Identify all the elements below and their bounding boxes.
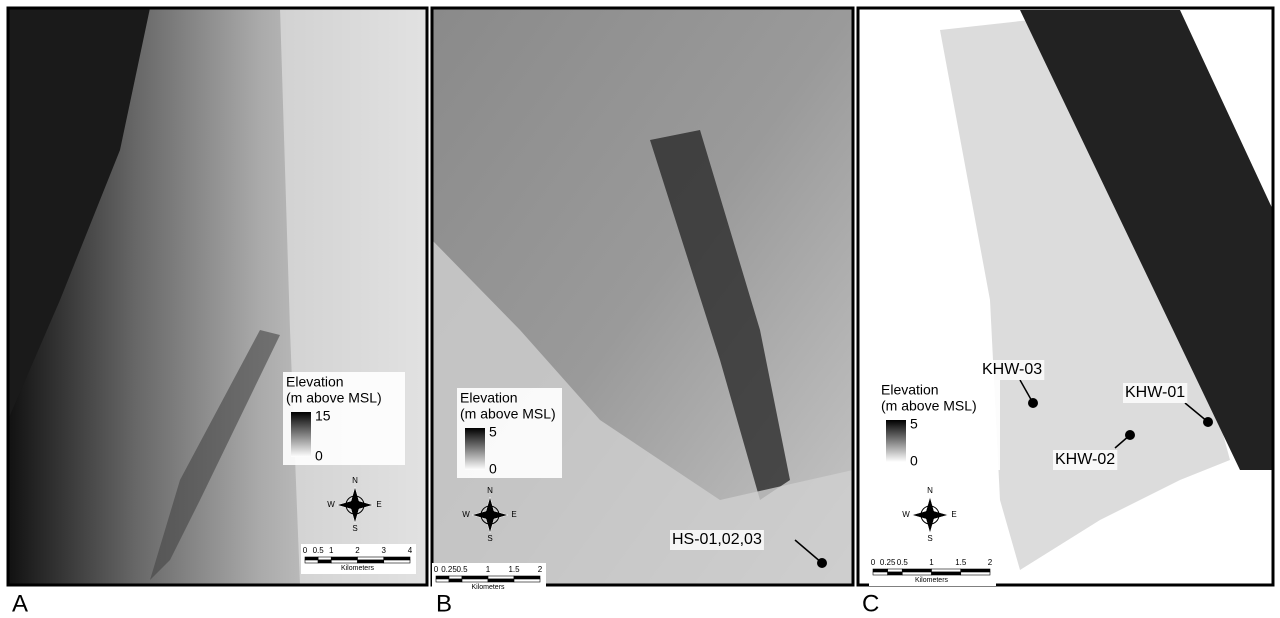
compass-e: E xyxy=(511,510,516,519)
scale-segment xyxy=(358,560,384,563)
scale-segment xyxy=(873,572,888,575)
compass-s: S xyxy=(487,534,492,543)
site-marker xyxy=(817,558,827,568)
legend-title: Elevation xyxy=(460,390,518,406)
site-marker xyxy=(1203,417,1213,427)
compass-e: E xyxy=(951,510,956,519)
scale-segment xyxy=(331,557,357,560)
scale-segment xyxy=(514,576,540,579)
panel-letter: B xyxy=(436,590,452,617)
scale-segment xyxy=(488,576,514,579)
compass-s: S xyxy=(352,524,357,533)
scale-segment xyxy=(888,569,903,572)
scale-tick-label: 2 xyxy=(538,565,543,574)
scale-tick-label: 2 xyxy=(355,546,360,555)
scale-segment xyxy=(449,579,462,582)
legend-subtitle: (m above MSL) xyxy=(286,390,382,406)
site-marker xyxy=(1028,398,1038,408)
scale-segment xyxy=(961,572,990,575)
scale-unit: Kilometers xyxy=(915,577,949,584)
legend-ramp xyxy=(291,412,311,457)
scale-tick-label: 1 xyxy=(329,546,334,555)
compass-w: W xyxy=(462,510,470,519)
scale-segment xyxy=(384,560,410,563)
scale-unit: Kilometers xyxy=(471,584,505,591)
legend-min: 0 xyxy=(910,453,918,469)
scale-segment xyxy=(436,579,449,582)
scale-segment xyxy=(318,557,331,560)
scale-segment xyxy=(932,569,961,572)
scale-segment xyxy=(488,579,514,582)
legend-subtitle: (m above MSL) xyxy=(460,406,556,422)
scale-tick-label: 1.5 xyxy=(508,565,520,574)
scale-segment xyxy=(305,560,318,563)
site-label: KHW-01 xyxy=(1125,384,1185,401)
compass-w: W xyxy=(902,510,910,519)
scale-segment xyxy=(902,569,931,572)
scale-segment xyxy=(873,569,888,572)
panel-letter: A xyxy=(12,590,28,617)
legend-max: 5 xyxy=(489,424,497,440)
legend-title: Elevation xyxy=(881,382,939,398)
legend-ramp xyxy=(886,420,906,462)
scale-segment xyxy=(961,569,990,572)
compass-s: S xyxy=(927,534,932,543)
legend-ramp xyxy=(465,428,485,470)
scale-tick-label: 0.5 xyxy=(456,565,468,574)
site-marker xyxy=(1125,430,1135,440)
scale-tick-label: 1.5 xyxy=(955,558,967,567)
scale-tick-label: 0.25 xyxy=(880,558,896,567)
compass-n: N xyxy=(352,476,358,485)
scale-segment xyxy=(305,557,318,560)
scale-tick-label: 0 xyxy=(871,558,876,567)
scale-segment xyxy=(358,557,384,560)
scale-segment xyxy=(384,557,410,560)
figure: AElevation(m above MSL)150NSEW00.51234Ki… xyxy=(0,0,1280,618)
compass-n: N xyxy=(927,486,933,495)
scale-segment xyxy=(932,572,961,575)
scale-tick-label: 4 xyxy=(408,546,413,555)
scale-segment xyxy=(902,572,931,575)
site-label: KHW-02 xyxy=(1055,451,1115,468)
legend-max: 5 xyxy=(910,416,918,432)
scale-segment xyxy=(462,579,488,582)
compass-e: E xyxy=(376,500,381,509)
scale-tick-label: 0.5 xyxy=(313,546,325,555)
scale-tick-label: 0 xyxy=(303,546,308,555)
scale-segment xyxy=(436,576,449,579)
scale-tick-label: 2 xyxy=(988,558,993,567)
legend-subtitle: (m above MSL) xyxy=(881,398,977,414)
scale-tick-label: 1 xyxy=(486,565,491,574)
scale-tick-label: 0 xyxy=(434,565,439,574)
scale-segment xyxy=(462,576,488,579)
site-label: KHW-03 xyxy=(982,361,1042,378)
scale-segment xyxy=(888,572,903,575)
scale-segment xyxy=(331,560,357,563)
scale-tick-label: 0.5 xyxy=(897,558,909,567)
legend-max: 15 xyxy=(315,408,331,424)
scale-segment xyxy=(318,560,331,563)
scale-unit: Kilometers xyxy=(341,565,375,572)
scale-tick-label: 0.25 xyxy=(441,565,457,574)
panel-letter: C xyxy=(862,590,879,617)
legend-title: Elevation xyxy=(286,374,344,390)
scale-segment xyxy=(514,579,540,582)
compass-w: W xyxy=(327,500,335,509)
site-label: HS-01,02,03 xyxy=(672,531,762,548)
scale-segment xyxy=(449,576,462,579)
legend-min: 0 xyxy=(315,448,323,464)
scale-tick-label: 3 xyxy=(382,546,387,555)
legend-min: 0 xyxy=(489,461,497,477)
scale-tick-label: 1 xyxy=(929,558,934,567)
compass-n: N xyxy=(487,486,493,495)
